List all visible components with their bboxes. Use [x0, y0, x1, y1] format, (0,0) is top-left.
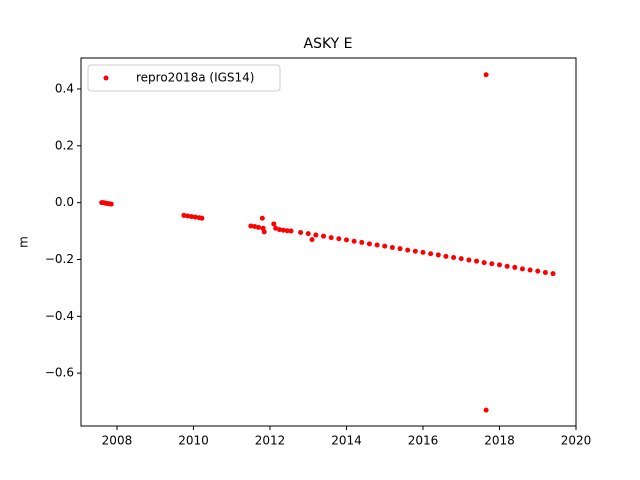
data-point [305, 231, 311, 237]
data-point [519, 266, 525, 272]
data-point [108, 201, 114, 207]
data-point [181, 212, 187, 218]
x-tick-label: 2020 [561, 434, 592, 448]
y-tick-label: −0.4 [45, 309, 74, 323]
data-point [313, 232, 319, 238]
data-point [389, 245, 395, 251]
data-point [483, 407, 489, 413]
data-point [328, 235, 334, 241]
x-tick-label: 2014 [331, 434, 362, 448]
axes-frame [80, 57, 577, 427]
data-point [443, 253, 449, 259]
y-tick-label: −0.6 [45, 366, 74, 380]
x-tick-label: 2018 [484, 434, 515, 448]
data-point [481, 260, 487, 266]
data-point [192, 214, 198, 220]
data-point [420, 249, 426, 255]
data-point [271, 221, 277, 227]
data-point [284, 228, 290, 234]
data-point [185, 213, 191, 219]
data-point [259, 215, 265, 221]
data-point [382, 243, 388, 249]
y-tick-label: 0.4 [55, 81, 74, 95]
plot-area [99, 72, 556, 413]
data-point [199, 215, 205, 221]
data-point [273, 225, 279, 231]
data-point [277, 227, 283, 233]
legend-marker [103, 75, 109, 81]
data-point [504, 263, 510, 269]
data-point [474, 258, 480, 264]
data-point [252, 224, 258, 230]
data-point [189, 214, 195, 220]
data-point [451, 254, 457, 260]
data-point [309, 237, 315, 243]
data-point [405, 247, 411, 253]
data-point [397, 246, 403, 252]
data-point [351, 238, 357, 244]
data-point [366, 241, 372, 247]
data-point [466, 257, 472, 263]
data-point [248, 223, 254, 229]
y-tick-label: 0.0 [55, 195, 74, 209]
data-point [512, 264, 518, 270]
data-point [412, 248, 418, 254]
y-axis-label: m [17, 236, 31, 248]
data-point [261, 229, 267, 235]
data-point [458, 256, 464, 262]
chart-title: ASKY E [304, 36, 353, 52]
data-point [298, 229, 304, 235]
y-tick-label: 0.2 [55, 138, 74, 152]
x-tick-label: 2012 [255, 434, 286, 448]
data-point [435, 252, 441, 258]
y-tick-label: −0.2 [45, 252, 74, 266]
legend-box [87, 64, 281, 92]
data-point [496, 262, 502, 268]
x-tick-label: 2016 [408, 434, 439, 448]
data-point [288, 228, 294, 234]
legend: repro2018a (IGS14) [87, 64, 281, 92]
data-point [280, 227, 286, 233]
data-point [336, 236, 342, 242]
data-point [483, 72, 489, 78]
legend-label: repro2018a (IGS14) [136, 71, 254, 85]
data-point [428, 251, 434, 257]
data-point [527, 267, 533, 273]
data-point [359, 239, 365, 245]
x-tick-label: 2008 [102, 434, 133, 448]
data-point [550, 271, 556, 277]
data-point [542, 270, 548, 276]
data-point [255, 224, 261, 230]
data-point [321, 233, 327, 239]
data-point [374, 242, 380, 248]
data-point [535, 268, 541, 274]
data-point [343, 237, 349, 243]
x-tick-label: 2010 [178, 434, 209, 448]
data-point [489, 261, 495, 267]
